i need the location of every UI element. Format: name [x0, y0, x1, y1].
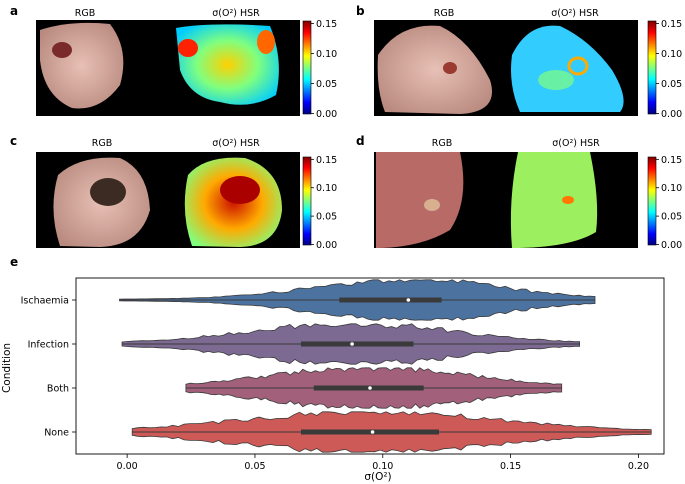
plot-frame: [75, 277, 665, 455]
colorbar-tick-label: 0.05: [661, 79, 682, 90]
colorbar-tick-label: 0.15: [316, 155, 337, 166]
rgb-title-c: RGB: [92, 138, 112, 149]
hsr-title-d: σ(O²) HSR: [552, 138, 600, 149]
y-tick-label: None: [44, 428, 69, 439]
colorbar-tick-label: 0.10: [316, 49, 337, 60]
colorbar-tick-label: 0.00: [316, 109, 337, 120]
y-tick-label: Both: [47, 384, 69, 395]
hsr-map-d: [510, 152, 598, 248]
y-axis-label: Condition: [1, 343, 13, 393]
colorbar-c: 0.00 0.05 0.10 0.15: [302, 155, 337, 251]
x-tick-label: 0.10: [372, 461, 393, 472]
colorbar-tick-label: 0.00: [316, 240, 337, 251]
x-tick-label: 0.20: [628, 461, 649, 472]
hsr-title-a: σ(O²) HSR: [212, 8, 260, 19]
median-marker: [368, 386, 372, 390]
rgb-title-b: RGB: [434, 8, 454, 19]
rgb-wound-a: [52, 42, 72, 58]
hsr-hotspot-d: [562, 196, 574, 204]
colorbar-a: 0.00 0.05 0.10 0.15: [302, 19, 337, 120]
colorbar-b: 0.00 0.05 0.10 0.15: [647, 19, 682, 120]
panel-label-a: a: [10, 4, 18, 18]
median-marker: [406, 298, 411, 302]
colorbar-tick-label: 0.10: [661, 183, 682, 194]
hsr-title-c: σ(O²) HSR: [212, 138, 260, 149]
hsr-map-b: [511, 25, 624, 113]
iqr-box: [300, 429, 440, 435]
colorbar-d: 0.00 0.05 0.10 0.15: [647, 155, 682, 251]
median-marker: [350, 342, 354, 346]
panel-label-c: c: [10, 134, 17, 148]
panel-label-d: d: [356, 134, 365, 148]
colorbar-tick-label: 0.15: [661, 19, 682, 30]
rgb-wound-d: [424, 199, 440, 211]
panel-b: b RGB σ(O²) HSR: [356, 4, 638, 116]
colorbar-tick-label: 0.00: [661, 109, 682, 120]
y-tick-label: Ischaemia: [21, 296, 69, 307]
hsr-ring-b: [567, 56, 589, 76]
rgb-photo-d: [376, 152, 464, 248]
hsr-map-a: [176, 24, 279, 105]
colorbar-tick-label: 0.10: [316, 183, 337, 194]
x-tick-label: 0.05: [244, 461, 265, 472]
hsr-title-b: σ(O²) HSR: [551, 8, 599, 19]
hsr-patch-b: [538, 70, 574, 90]
panel-c: c RGB σ(O²) HSR: [10, 134, 300, 248]
panel-label-e: e: [10, 255, 18, 269]
colorbar-tick-label: 0.10: [661, 49, 682, 60]
colorbar-tick-label: 0.00: [661, 240, 682, 251]
hsr-hotspot-a: [178, 39, 198, 57]
panel-label-b: b: [356, 4, 365, 18]
panel-d: d RGB σ(O²) HSR: [356, 134, 638, 248]
rgb-photo-b: [377, 25, 492, 115]
x-tick-label: 0.00: [117, 461, 138, 472]
hsr-hotspot-c: [220, 176, 260, 204]
colorbar-tick-label: 0.05: [661, 212, 682, 223]
y-tick-label: Infection: [28, 340, 69, 351]
median-marker: [370, 430, 375, 434]
panel-a: a RGB σ(O²) HSR: [10, 4, 300, 116]
hsr-hotspot-a2: [257, 30, 275, 54]
rgb-title-d: RGB: [432, 138, 452, 149]
violin-chart: 0.00 0.05 0.10 0.15 0.20 Ischaemia Infection Bo…: [21, 277, 665, 472]
iqr-box: [300, 341, 414, 347]
iqr-box: [339, 297, 442, 303]
rgb-wound-c: [90, 178, 126, 206]
colorbar-tick-label: 0.05: [316, 212, 337, 223]
rgb-title-a: RGB: [75, 8, 95, 19]
colorbar-tick-label: 0.15: [316, 19, 337, 30]
colorbar-tick-label: 0.05: [316, 79, 337, 90]
x-axis-label: σ(O²): [364, 471, 391, 483]
x-tick-label: 0.15: [500, 461, 521, 472]
colorbar-tick-label: 0.15: [661, 155, 682, 166]
rgb-wound-b: [443, 62, 457, 74]
